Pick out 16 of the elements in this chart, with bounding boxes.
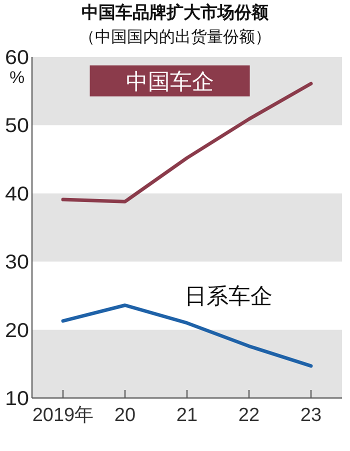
x-tick-label: 22 (238, 405, 260, 426)
y-tick-label: 10 (5, 388, 29, 410)
y-tick-label: 30 (5, 252, 29, 274)
chart-title: 中国车品牌扩大市场份额 (82, 3, 270, 22)
x-tick-label: 23 (300, 405, 322, 426)
y-axis-title: % (9, 68, 25, 87)
y-tick-label: 50 (5, 115, 29, 138)
x-tick-label: 20 (114, 405, 136, 426)
x-tick-label: 21 (176, 405, 198, 426)
x-tick-label: 2019年 (32, 405, 94, 426)
y-tick-label: 20 (5, 320, 29, 342)
series-label: 中国车企 (126, 68, 214, 94)
chart-subtitle: （中国国内的出货量份额） (79, 28, 271, 46)
series-label: 日系车企 (184, 284, 273, 309)
y-tick-label: 60 (5, 47, 29, 69)
y-tick-label: 40 (5, 183, 29, 206)
